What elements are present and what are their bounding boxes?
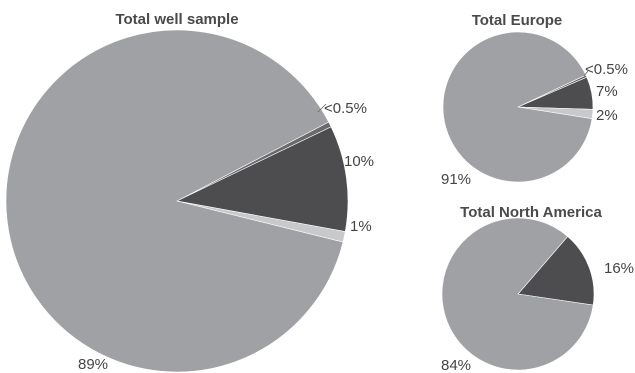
pie-chart-total-well-sample: Total well sample <0.5% 10% 1% 89% (5, 11, 374, 373)
slice-label: 89% (78, 356, 108, 373)
label-leader-line (317, 103, 327, 113)
pie-chart-total-north-america: Total North America 16% 84% (441, 204, 634, 373)
chart-title: Total well sample (115, 11, 238, 28)
pie-slice (517, 236, 595, 306)
label-leader-line (583, 70, 589, 77)
slice-label: 7% (596, 83, 618, 100)
slice-label: 91% (441, 171, 471, 188)
pie-slices (441, 217, 595, 371)
pie-slice (176, 126, 349, 232)
pie-slice (441, 217, 594, 371)
pie-slice (442, 31, 593, 183)
slice-labels: <0.5% 7% 2% 91% (441, 61, 628, 188)
slice-label: 1% (350, 218, 372, 235)
chart-title: Total North America (460, 204, 602, 221)
slice-labels: 16% 84% (441, 260, 634, 373)
slice-label: 84% (441, 357, 471, 373)
slice-label: 2% (596, 107, 618, 124)
pie-slice (5, 29, 344, 373)
pie-slices (5, 29, 349, 373)
pie-chart-total-europe: Total Europe <0.5% 7% 2% 91% (441, 12, 628, 188)
slice-label: 10% (344, 153, 374, 170)
slice-label: <0.5% (324, 100, 367, 117)
slice-label: 16% (604, 260, 634, 277)
pie-slices (442, 31, 594, 183)
chart-title: Total Europe (472, 12, 563, 29)
slice-label: <0.5% (585, 61, 628, 78)
slice-labels: <0.5% 10% 1% 89% (78, 100, 374, 373)
